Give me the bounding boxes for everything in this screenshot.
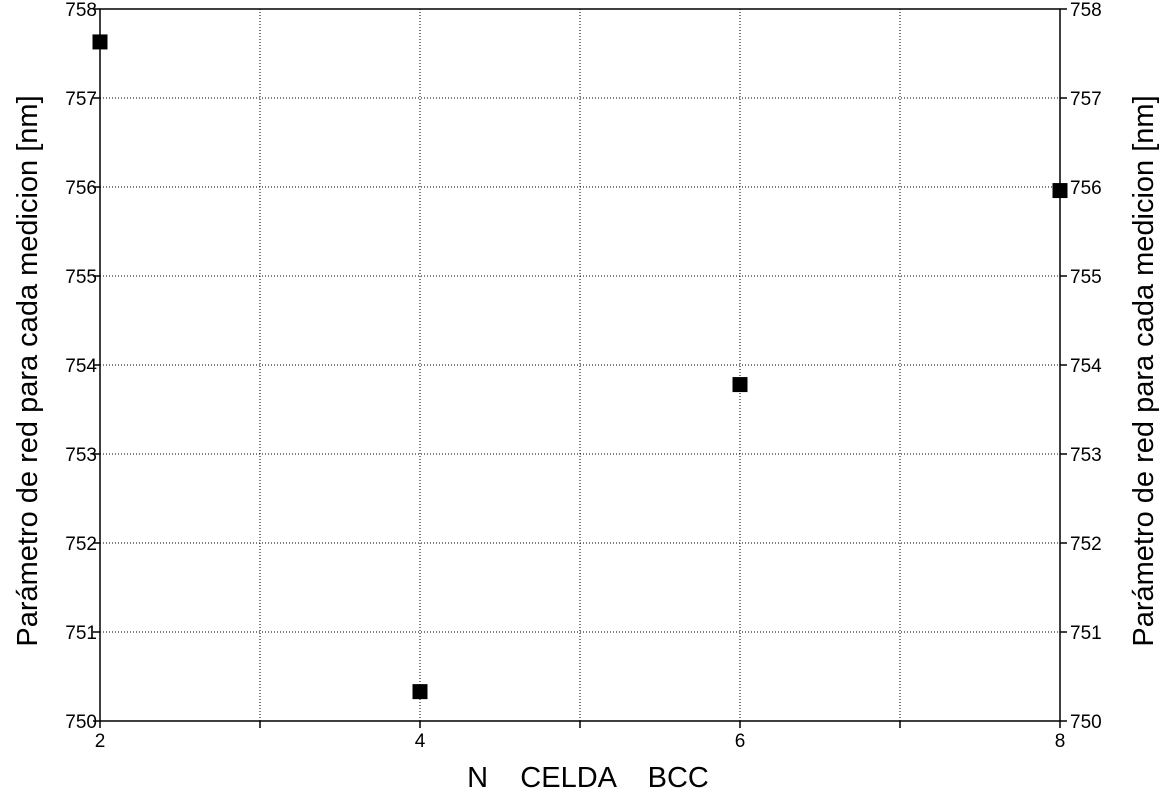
data-point [732, 377, 748, 393]
y-tick-label-left: 756 [65, 178, 97, 199]
y-tick-label-left: 750 [65, 712, 97, 733]
y-axis-title-left: Parámetro de red para cada medicion [nm] [12, 95, 44, 646]
x-tick-label: 2 [95, 731, 106, 752]
y-tick-label-right: 758 [1070, 0, 1102, 21]
y-tick-label-right: 755 [1070, 267, 1102, 288]
x-tick-label: 8 [1055, 731, 1066, 752]
y-tick-label-right: 750 [1070, 712, 1102, 733]
y-tick-label-right: 751 [1070, 623, 1102, 644]
y-axis-title-right: Parámetro de red para cada medicion [nm] [1128, 95, 1160, 646]
y-tick-label-right: 752 [1070, 534, 1102, 555]
y-tick-label-left: 755 [65, 267, 97, 288]
y-tick-label-right: 754 [1070, 356, 1102, 377]
y-tick-label-left: 758 [65, 0, 97, 21]
y-tick-label-right: 757 [1070, 89, 1102, 110]
data-point [92, 34, 108, 50]
data-point [412, 684, 428, 700]
y-tick-label-left: 752 [65, 534, 97, 555]
y-tick-label-left: 751 [65, 623, 97, 644]
x-tick-label: 6 [735, 731, 746, 752]
data-points [92, 34, 1068, 700]
y-tick-label-left: 753 [65, 445, 97, 466]
y-tick-label-right: 756 [1070, 178, 1102, 199]
data-point [1052, 183, 1068, 199]
y-tick-label-right: 753 [1070, 445, 1102, 466]
y-tick-label-left: 757 [65, 89, 97, 110]
x-tick-label: 4 [415, 731, 426, 752]
x-axis-title: N CELDA BCC [467, 762, 709, 794]
grid-lines [100, 9, 1060, 721]
axis-ticks [93, 8, 1067, 728]
y-tick-label-left: 754 [65, 356, 97, 377]
